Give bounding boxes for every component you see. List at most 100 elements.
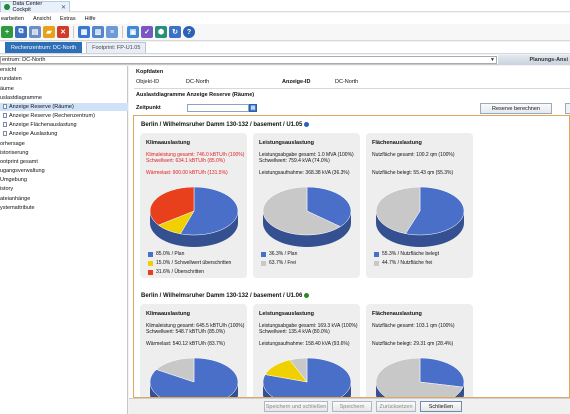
card-line: Schwellwert: 634.1 kBTU/h (85.0%)	[146, 158, 225, 164]
tree-item-selected[interactable]: Anzeige Reserve (Räume)	[0, 103, 128, 111]
tree-item[interactable]: äume	[0, 85, 128, 93]
tree-item[interactable]: Umgebung	[0, 176, 128, 184]
legend-swatch	[148, 260, 153, 266]
pie-slice	[306, 186, 352, 227]
legend-item: 44.7% / Nutzfläche frei	[374, 260, 432, 266]
tree-item[interactable]: Anzeige Reserve (Rechenzentrum)	[0, 112, 128, 120]
menu-bar: earbeiten Ansicht Extras Hilfe	[0, 13, 570, 24]
chevron-down-icon[interactable]: ▼	[490, 57, 495, 63]
close-button[interactable]: Schließen	[420, 401, 462, 412]
legend-swatch	[261, 251, 266, 257]
tree-item[interactable]: istoriserung	[0, 149, 128, 157]
tab-footprint[interactable]: Footprint: FP-U1.05	[86, 42, 147, 53]
location-select[interactable]: entrum: DC-North ▼	[0, 56, 497, 64]
pie-slice	[375, 357, 464, 397]
card-flaechenauslastung: Flächenauslastung Nutzfläche gesamt: 100…	[366, 133, 473, 278]
pie-chart	[262, 357, 352, 397]
tree-item[interactable]: Anzeige Auslastung	[0, 130, 128, 138]
refresh-icon[interactable]: ↻	[169, 26, 181, 38]
tree-item[interactable]: rundaten	[0, 75, 128, 83]
tree-item[interactable]: uslastdiagramme	[0, 94, 128, 102]
tree-item[interactable]: ootprint gesamt	[0, 158, 128, 166]
legend-item: 36.3% / Plan	[261, 251, 297, 257]
button-label: Schließen	[428, 403, 454, 410]
toolbar-separator	[73, 26, 74, 38]
menu-bearbeiten[interactable]: earbeiten	[1, 15, 24, 22]
pie-slice	[262, 186, 341, 236]
navigation-tree: ersicht rundaten äume uslastdiagramme An…	[0, 66, 128, 414]
card-title: Klimaauslastung	[146, 140, 191, 146]
add-icon[interactable]: +	[1, 26, 13, 38]
section-title-text: Berlin / Wilhelmsruher Damm 130-132 / ba…	[141, 293, 303, 300]
card-line: Leistungsabgabe gesamt: 1.0 MVA (100%)	[259, 152, 354, 158]
legend-swatch	[148, 269, 153, 275]
reserve-berechnen-button[interactable]: Reserve berechnen	[480, 103, 552, 114]
menu-extras[interactable]: Extras	[59, 15, 76, 22]
legend-swatch	[261, 260, 266, 266]
tree-item[interactable]: ersicht	[0, 66, 128, 74]
tree-item[interactable]: ugangsverwaltung	[0, 167, 128, 175]
help-icon[interactable]: ?	[183, 26, 195, 38]
tree-item-label: ersicht	[0, 67, 17, 73]
tree-item-label: Anzeige Reserve (Rechenzentrum)	[9, 113, 95, 119]
pie-slice	[419, 357, 465, 388]
pie-depth	[376, 211, 464, 247]
grid-icon[interactable]: ▥	[92, 26, 104, 38]
pie-slice	[149, 357, 239, 397]
folder-icon[interactable]: ▰	[43, 26, 55, 38]
table-icon[interactable]: ▦	[78, 26, 90, 38]
card-line: Nutzfläche gesamt: 103.1 qm (100%)	[372, 323, 455, 329]
tab-rechenzentrum[interactable]: Rechenzentrum: DC-North	[5, 42, 83, 53]
card-leistungsauslastung: Leistungsauslastung Leistungsabgabe gesa…	[253, 304, 360, 397]
check-icon[interactable]: ✓	[141, 26, 153, 38]
diagram-panel: Berlin / Wilhelmsruher Damm 130-132 / ba…	[133, 115, 570, 398]
tree-item-label: äume	[0, 86, 14, 92]
legend-item: 85.0% / Plan	[148, 251, 184, 257]
tree-item-label: ugangsverwaltung	[0, 168, 45, 174]
legend-swatch	[374, 260, 379, 266]
tree-item-label: Anzeige Flächenauslastung	[9, 122, 77, 128]
tree-item-label: ystemattribute	[0, 205, 35, 211]
title-bar	[0, 0, 570, 12]
close-tab-icon[interactable]: ✕	[60, 4, 66, 11]
save-button[interactable]: Speichern	[332, 401, 372, 412]
tree-item[interactable]: istory	[0, 185, 128, 193]
tree-item[interactable]: ateianhänge	[0, 195, 128, 203]
save-and-close-button[interactable]: Speichern und schließen	[264, 401, 328, 412]
card-title: Klimaauslastung	[146, 311, 191, 317]
card-line: Leistungsaufnahme: 158.40 kVA (93.6%)	[259, 341, 350, 347]
tree-item[interactable]: Anzeige Flächenauslastung	[0, 121, 128, 129]
tree-item[interactable]: orhersage	[0, 140, 128, 148]
card-line: Klimaleistung gesamt: 746.0 kBTU/h (100%…	[146, 152, 245, 158]
legend-label: 85.0% / Plan	[156, 251, 185, 257]
document-icon[interactable]: ▤	[29, 26, 41, 38]
legend-item: 63.7% / Frei	[261, 260, 296, 266]
anzeige-id-value: DC-North	[335, 79, 359, 85]
page-icon	[3, 122, 7, 128]
tree-item-label: uslastdiagramme	[0, 95, 42, 101]
window-tab-title: Data Center Cockpit	[12, 1, 43, 13]
card-title: Leistungsauslastung	[259, 140, 315, 146]
button-label: Speichern und schließen	[265, 403, 327, 410]
menu-hilfe[interactable]: Hilfe	[84, 15, 96, 22]
legend-label: 31.6% / Überschritten	[156, 269, 205, 275]
menu-ansicht[interactable]: Ansicht	[32, 15, 51, 22]
legend-label: 44.7% / Nutzfläche frei	[382, 260, 433, 266]
zeitpunkt-input[interactable]	[187, 104, 249, 112]
copy-icon[interactable]: ⧉	[15, 26, 27, 38]
window-tab[interactable]: Data Center Cockpit ✕	[0, 1, 70, 13]
image-icon[interactable]: ▣	[127, 26, 139, 38]
tree-item-label: orhersage	[0, 141, 25, 147]
section-title-u106: Berlin / Wilhelmsruher Damm 130-132 / ba…	[141, 293, 310, 300]
list-icon[interactable]: ≡	[106, 26, 118, 38]
objekt-id-label: Objekt-ID	[136, 79, 160, 85]
reset-button[interactable]: Zurücksetzen	[376, 401, 416, 412]
card-line: Nutzfläche gesamt: 100.2 qm (100%)	[372, 152, 455, 158]
tree-item[interactable]: ystemattribute	[0, 204, 128, 212]
extra-button[interactable]	[565, 103, 570, 114]
card-title: Leistungsauslastung	[259, 311, 315, 317]
network-icon[interactable]: ⬢	[155, 26, 167, 38]
calendar-icon[interactable]: ▦	[249, 104, 257, 112]
delete-icon[interactable]: ✕	[57, 26, 69, 38]
tree-item-label: rundaten	[0, 76, 22, 82]
